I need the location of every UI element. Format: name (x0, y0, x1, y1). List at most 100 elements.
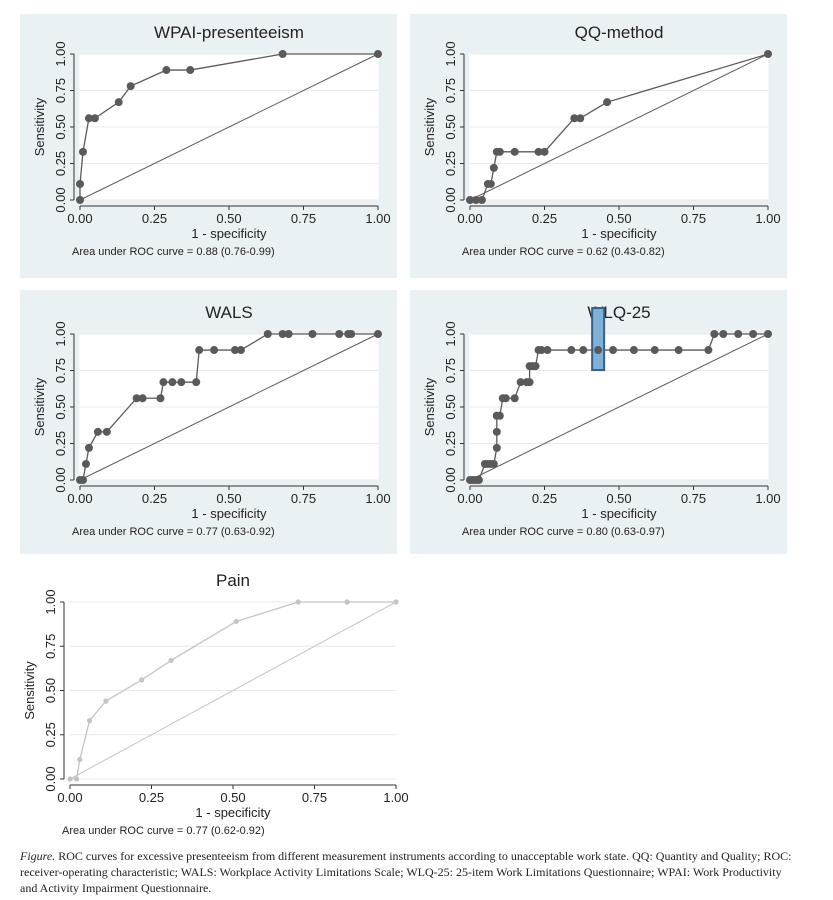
roc-point (103, 698, 109, 704)
y-tick-label: 0.50 (443, 394, 458, 419)
x-tick-label: 0.25 (139, 790, 164, 805)
y-tick-label: 0.75 (53, 358, 68, 383)
figure-caption: Figure. ROC curves for excessive present… (20, 848, 795, 896)
x-tick-label: 0.50 (216, 491, 241, 506)
roc-point (603, 98, 612, 107)
x-tick-label: 0.50 (216, 211, 241, 226)
y-tick-label: 1.00 (53, 41, 68, 66)
y-tick-label: 0.25 (443, 431, 458, 456)
y-tick-label: 0.75 (43, 634, 58, 659)
chart-svg: 0.00 0.25 0.50 0.75 1.00 0.00 0.25 0.50 0.75 1.00… (422, 23, 781, 258)
x-tick-label: 0.00 (57, 790, 82, 805)
roc-point (284, 330, 293, 338)
x-tick-label: 1.00 (365, 211, 390, 226)
roc-point (195, 346, 204, 355)
roc-point (138, 394, 147, 403)
y-tick-label: 1.00 (443, 41, 458, 66)
chart-svg: 0.00 0.25 0.50 0.75 1.00 0.00 0.25 0.50 0.75 1.00… (22, 571, 409, 837)
x-tick-label: 0.25 (532, 491, 557, 506)
y-tick-label: 0.25 (443, 151, 458, 176)
y-tick-label: 0.50 (53, 394, 68, 419)
auc-note: Area under ROC curve = 0.62 (0.43-0.82) (462, 246, 665, 258)
roc-point (78, 147, 87, 156)
roc-point (335, 330, 344, 338)
auc-note: Area under ROC curve = 0.77 (0.63-0.92) (72, 526, 275, 538)
x-tick-label: 0.50 (220, 790, 245, 805)
y-tick-label: 0.50 (53, 114, 68, 139)
y-axis-label: Sensitivity (32, 97, 47, 156)
roc-point (650, 346, 659, 355)
roc-point (525, 378, 534, 387)
x-tick-label: 1.00 (383, 790, 408, 805)
roc-point (492, 443, 501, 452)
chart-svg: 0.00 0.25 0.50 0.75 1.00 0.00 0.25 0.50 0.75 1.00… (32, 303, 391, 538)
roc-point (84, 443, 93, 452)
roc-point (186, 66, 195, 75)
reference-line (469, 53, 769, 201)
chart-panel-wals: 0.00 0.25 0.50 0.75 1.00 0.00 0.25 0.50 0.75 1.00… (20, 290, 397, 554)
roc-point (102, 427, 111, 436)
roc-point (466, 196, 474, 204)
y-tick-label: 0.25 (53, 151, 68, 176)
y-axis-label: Sensitivity (422, 377, 437, 436)
roc-point (77, 756, 83, 763)
x-tick-label: 0.75 (291, 211, 316, 226)
y-axis-label: Sensitivity (32, 377, 47, 436)
auc-note: Area under ROC curve = 0.88 (0.76-0.99) (72, 246, 275, 258)
roc-point (764, 50, 772, 58)
x-axis-label: 1 - specificity (581, 226, 657, 241)
x-tick-label: 0.50 (606, 211, 631, 226)
x-tick-label: 0.00 (67, 211, 92, 226)
roc-point (162, 66, 171, 75)
roc-point (540, 147, 549, 156)
roc-point (486, 179, 495, 188)
roc-point (629, 346, 638, 355)
roc-point (132, 394, 141, 403)
roc-point (710, 330, 719, 338)
roc-point (76, 179, 84, 188)
roc-point (393, 599, 399, 605)
x-axis-label: 1 - specificity (581, 506, 657, 521)
roc-point (67, 776, 73, 782)
x-axis-label: 1 - specificity (191, 226, 267, 241)
roc-point (230, 346, 239, 355)
roc-point (576, 114, 585, 123)
roc-point (674, 346, 683, 355)
roc-point (233, 618, 239, 625)
auc-note: Area under ROC curve = 0.80 (0.63-0.97) (462, 526, 665, 538)
y-tick-label: 0.00 (53, 187, 68, 212)
x-tick-label: 0.75 (681, 491, 706, 506)
roc-point (81, 459, 90, 468)
x-tick-label: 1.00 (755, 211, 780, 226)
roc-point (609, 346, 618, 355)
roc-point (295, 599, 301, 605)
y-tick-label: 0.00 (53, 467, 68, 492)
y-axis-label: Sensitivity (422, 97, 437, 156)
y-tick-label: 0.50 (43, 678, 58, 703)
y-tick-label: 0.25 (43, 722, 58, 747)
roc-point (156, 394, 165, 403)
roc-point (308, 330, 317, 338)
roc-point (139, 677, 145, 683)
chart-title: WALS (205, 303, 253, 322)
roc-point (344, 599, 350, 605)
roc-point (537, 346, 546, 355)
y-tick-label: 0.25 (53, 431, 68, 456)
roc-point (78, 476, 87, 484)
roc-point (543, 346, 552, 355)
roc-point (489, 163, 498, 172)
x-tick-label: 0.00 (67, 491, 92, 506)
roc-point (73, 776, 80, 782)
y-tick-label: 0.50 (443, 114, 458, 139)
chart-title: Pain (216, 571, 250, 590)
roc-point (210, 346, 219, 355)
x-tick-label: 1.00 (365, 491, 390, 506)
chart-panel-qq: 0.00 0.25 0.50 0.75 1.00 0.00 0.25 0.50 0.75 1.00… (410, 14, 787, 278)
chart-svg: 0.00 0.25 0.50 0.75 1.00 0.00 0.25 0.50 0.75 1.00… (32, 23, 391, 258)
auc-note: Area under ROC curve = 0.77 (0.62-0.92) (62, 825, 265, 837)
roc-point (501, 394, 510, 403)
reference-line (69, 601, 397, 780)
roc-point (704, 346, 713, 355)
x-tick-label: 0.50 (606, 491, 631, 506)
y-tick-label: 0.75 (53, 78, 68, 103)
